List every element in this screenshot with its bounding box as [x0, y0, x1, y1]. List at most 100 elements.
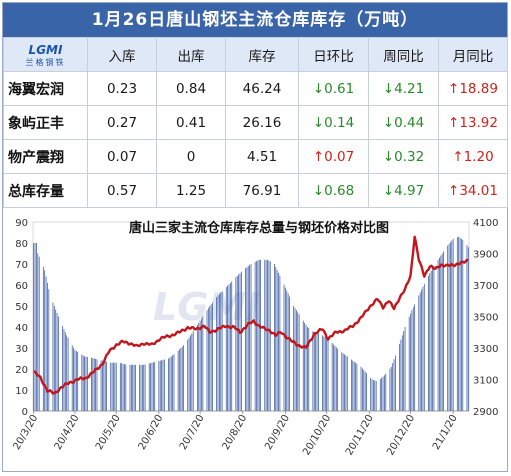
inventory-bar — [335, 347, 337, 411]
inventory-bar — [66, 335, 68, 411]
inventory-bar — [278, 272, 279, 411]
cell-in: 0.07 — [87, 139, 157, 174]
inventory-bar — [392, 363, 394, 411]
arrow-down-icon: ↓ — [382, 80, 395, 97]
inventory-bar — [239, 273, 241, 411]
inventory-bar — [382, 376, 384, 411]
arrow-up-icon: ↑ — [448, 114, 460, 131]
y-tick-label: 80 — [15, 239, 28, 250]
inventory-bar — [192, 331, 194, 411]
y-tick-label: 0 — [22, 407, 28, 418]
cell-stock: 26.16 — [225, 105, 299, 140]
inventory-bar — [210, 304, 212, 411]
y2-tick-label: 2900 — [473, 407, 498, 418]
inventory-bar — [307, 327, 308, 411]
inventory-bar — [419, 292, 421, 411]
cell-value: 1.20 — [463, 148, 494, 165]
inventory-bar — [360, 366, 362, 411]
inventory-bar — [121, 363, 123, 411]
inventory-bar — [102, 360, 103, 411]
inventory-bar — [296, 310, 297, 411]
inventory-bar — [370, 377, 372, 411]
table-row: 总库存量 0.57 1.25 76.91 ↓0.68 ↓4.97 ↑34.01 — [3, 173, 508, 208]
inventory-bar — [268, 260, 270, 411]
table-row: 物产震翔 0.07 0 4.51 ↑0.07 ↓0.32 ↑1.20 — [3, 139, 508, 174]
inventory-bar — [93, 358, 95, 411]
cell-in: 0.27 — [87, 105, 157, 140]
inventory-bar — [77, 351, 79, 411]
inventory-bar — [323, 336, 325, 411]
inventory-bar — [158, 360, 160, 411]
table-row: 海翼宏润 0.23 0.84 46.24 ↓0.61 ↓4.21 ↑18.89 — [3, 71, 508, 106]
inventory-bar — [264, 259, 266, 411]
y-tick-label: 90 — [15, 218, 28, 229]
inventory-bar — [249, 265, 251, 411]
inventory-bar — [412, 307, 414, 411]
inventory-bar — [275, 266, 277, 411]
y2-tick-label: 4100 — [473, 218, 498, 229]
inventory-bar — [63, 329, 65, 411]
inventory-bar — [423, 283, 425, 411]
inventory-bar — [173, 354, 175, 411]
inventory-bar — [81, 354, 83, 411]
cell-out: 0.84 — [156, 71, 226, 106]
inventory-bar — [414, 304, 416, 411]
inventory-bar — [229, 282, 231, 411]
inventory-bar — [37, 253, 39, 411]
inventory-bar — [152, 362, 154, 411]
inventory-bar — [316, 333, 318, 411]
inventory-bar — [36, 243, 37, 411]
inventory-bar — [462, 239, 464, 411]
inventory-bar — [115, 362, 117, 411]
arrow-up-icon: ↑ — [448, 182, 460, 199]
inventory-bar — [45, 276, 47, 411]
inventory-bar — [207, 308, 209, 411]
inventory-bar — [364, 371, 366, 412]
cell-mom: ↑1.20 — [438, 139, 508, 174]
inventory-bar — [141, 364, 143, 411]
x-tick-label: 20/5/20 — [94, 413, 123, 452]
inventory-bar — [294, 308, 296, 411]
inventory-bar — [191, 333, 193, 411]
cell-out: 1.25 — [156, 173, 226, 208]
inventory-price-chart: 唐山三家主流仓库库存总量与钢坯价格对比图LGMI0102030405060708… — [11, 218, 498, 457]
col-header-wow: 周同比 — [368, 37, 439, 72]
inventory-bar — [154, 362, 156, 411]
inventory-bar — [375, 381, 377, 411]
inventory-bar — [287, 293, 289, 411]
inventory-bar — [196, 324, 198, 411]
inventory-bar — [190, 335, 191, 411]
cell-dod: ↓0.14 — [298, 105, 369, 140]
inventory-bar — [389, 368, 391, 411]
inventory-bar — [459, 237, 461, 411]
inventory-bar — [206, 310, 208, 411]
inventory-bar — [96, 359, 98, 411]
inventory-bar — [269, 261, 271, 411]
inventory-bar — [439, 257, 440, 411]
inventory-bar — [379, 379, 381, 411]
inventory-bar — [322, 335, 323, 411]
inventory-bar — [163, 359, 165, 411]
y-tick-label: 10 — [15, 386, 28, 397]
col-header-out: 出库 — [156, 37, 226, 72]
inventory-bar — [395, 355, 396, 411]
inventory-bar — [75, 351, 77, 411]
inventory-bar — [466, 245, 468, 411]
inventory-bar — [327, 339, 329, 411]
inventory-bar — [353, 361, 355, 411]
inventory-bar — [344, 354, 345, 411]
arrow-up-icon: ↑ — [312, 148, 325, 165]
cell-dod: ↑0.07 — [298, 139, 369, 174]
cell-dod: ↓0.61 — [298, 71, 369, 106]
inventory-bar — [400, 339, 402, 411]
inventory-bar — [55, 309, 57, 411]
inventory-bar — [373, 380, 374, 411]
inventory-bar — [53, 306, 55, 411]
inventory-bar — [313, 331, 315, 411]
inventory-bar — [428, 275, 429, 411]
inventory-bar — [401, 335, 403, 411]
inventory-bar — [238, 274, 239, 411]
inventory-bar — [346, 356, 348, 411]
col-header-dod: 日环比 — [298, 37, 369, 72]
inventory-bar — [458, 236, 460, 411]
